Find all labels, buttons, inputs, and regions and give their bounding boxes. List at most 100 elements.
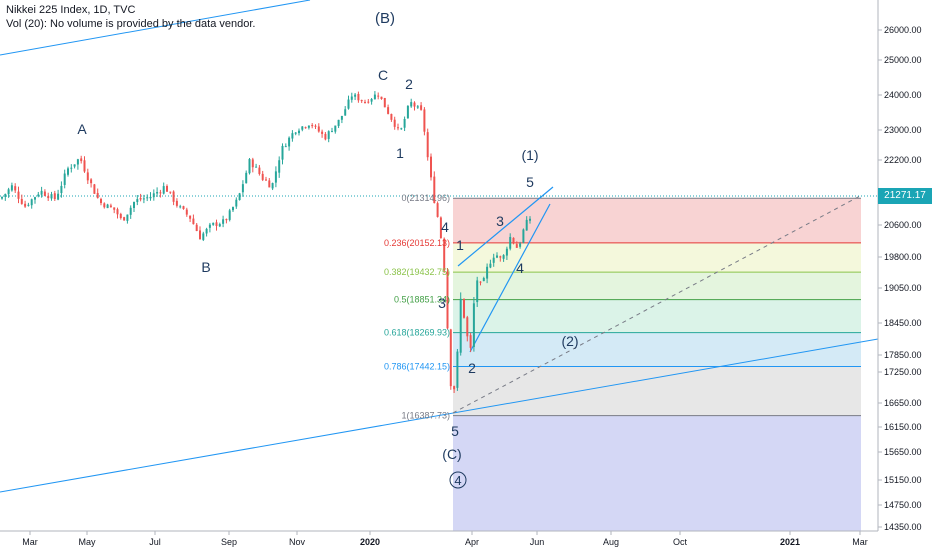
- price-tick-label: 15150.00: [884, 475, 922, 485]
- fib-level-label: 0(21314.96): [401, 193, 450, 203]
- candle-body: [357, 93, 360, 101]
- candle-body: [50, 194, 53, 199]
- price-tick-label: 14750.00: [884, 500, 922, 510]
- candle-body: [20, 198, 23, 204]
- fib-zone: [453, 198, 861, 243]
- candle-body: [406, 105, 409, 119]
- candle-body: [515, 244, 518, 248]
- candle-body: [486, 266, 489, 279]
- fib-level-label: 1(16387.73): [401, 411, 450, 421]
- candle-body: [291, 133, 294, 139]
- time-tick-label: 2021: [780, 537, 800, 547]
- candle-body: [298, 130, 300, 134]
- candle-body: [383, 97, 386, 108]
- candle-body: [218, 224, 221, 227]
- wave-label: 4: [516, 260, 524, 276]
- candle-body: [172, 191, 175, 202]
- wave-label: 2: [405, 76, 413, 92]
- candle-body: [166, 186, 168, 192]
- candle-body: [367, 101, 370, 103]
- time-tick-label: Apr: [465, 537, 479, 547]
- candlestick-series: [1, 91, 531, 393]
- candle-body: [30, 199, 33, 206]
- candle-body: [459, 298, 462, 353]
- wave-label: 5: [526, 174, 534, 190]
- fib-level-label: 0.786(17442.15): [384, 362, 450, 372]
- candle-body: [472, 303, 475, 348]
- candle-body: [304, 127, 307, 129]
- candle-body: [327, 131, 330, 139]
- candle-body: [142, 198, 145, 200]
- candle-body: [505, 248, 508, 256]
- lower-channel-line: [0, 338, 879, 493]
- candle-body: [80, 158, 83, 162]
- wave-label: 5: [451, 423, 459, 439]
- fib-zone: [453, 299, 861, 333]
- candle-body: [255, 166, 258, 168]
- candle-body: [337, 119, 340, 126]
- candle-body: [175, 200, 178, 206]
- price-tick-label: 17250.00: [884, 367, 922, 377]
- wave-label: C: [378, 67, 388, 83]
- wedge-lower-line: [469, 203, 551, 353]
- candle-body: [235, 199, 238, 207]
- candle-body: [413, 102, 416, 107]
- candle-body: [93, 184, 96, 194]
- candle-body: [317, 126, 320, 132]
- candle-body: [377, 95, 380, 97]
- fibonacci-retracement[interactable]: [453, 197, 861, 550]
- price-tick-label: 24000.00: [884, 90, 922, 100]
- fib-zone: [453, 415, 861, 550]
- candle-body: [347, 99, 350, 109]
- candle-body: [126, 214, 129, 221]
- candle-body: [364, 101, 366, 103]
- candle-body: [258, 167, 261, 174]
- price-tick-label: 20600.00: [884, 220, 922, 230]
- candle-body: [271, 183, 274, 189]
- price-tick-label: 15650.00: [884, 447, 922, 457]
- candle-body: [340, 115, 343, 120]
- candle-body: [294, 132, 297, 134]
- price-tick-label: 25000.00: [884, 55, 922, 65]
- candle-body: [446, 271, 449, 329]
- time-axis-bg: [0, 531, 932, 550]
- candle-body: [502, 255, 505, 259]
- candle-body: [307, 125, 310, 128]
- price-tick-label: 14350.00: [884, 522, 922, 532]
- candle-body: [403, 118, 406, 128]
- candle-body: [10, 185, 13, 191]
- candle-body: [301, 126, 304, 130]
- wave-label: (1): [521, 147, 538, 163]
- fib-zone: [453, 272, 861, 300]
- candle-body: [456, 351, 459, 388]
- candle-body: [449, 329, 452, 387]
- candle-body: [393, 119, 396, 127]
- wave-label: 4: [441, 219, 449, 235]
- candle-body: [119, 213, 122, 219]
- candle-body: [387, 107, 390, 114]
- wave-label: 2: [468, 360, 476, 376]
- candle-body: [86, 172, 89, 181]
- trendlines[interactable]: [0, 0, 879, 493]
- candle-body: [103, 203, 106, 208]
- candle-body: [492, 257, 495, 263]
- candle-body: [162, 186, 165, 194]
- candle-body: [149, 196, 152, 199]
- candle-body: [4, 193, 7, 197]
- price-axis-bg: [878, 0, 932, 550]
- candle-body: [202, 233, 205, 240]
- candle-body: [47, 196, 50, 199]
- candle-body: [278, 160, 281, 173]
- candle-body: [360, 100, 363, 102]
- candle-body: [274, 171, 277, 183]
- wave-label: B: [201, 259, 210, 275]
- candle-body: [466, 317, 469, 337]
- candle-body: [479, 281, 482, 283]
- candle-body: [529, 218, 531, 221]
- wave-label: 4: [454, 473, 461, 488]
- candle-body: [476, 280, 479, 303]
- candle-body: [397, 127, 399, 129]
- wave-label: A: [77, 121, 87, 137]
- candle-body: [182, 206, 185, 210]
